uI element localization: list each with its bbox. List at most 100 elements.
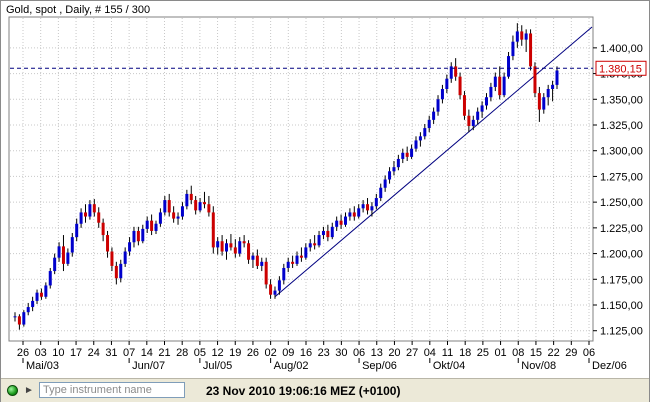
x-tick-label: 04 [424, 347, 436, 359]
candle-body [326, 230, 330, 238]
month-label: Mai/03 [26, 360, 59, 372]
x-tick-label: 14 [141, 347, 153, 359]
candle-up [361, 200, 365, 213]
candle-body [427, 119, 431, 129]
candle-body [44, 285, 48, 297]
trend-layer [274, 26, 593, 298]
candle-body [493, 76, 497, 87]
x-tick-label: 29 [565, 347, 577, 359]
month-label: Jul/05 [203, 360, 232, 372]
candle-body [388, 171, 392, 180]
y-tick-label: 1.150,00 [600, 300, 643, 312]
month-label: Aug/02 [274, 360, 309, 372]
candle-up [119, 259, 123, 283]
candle-body [22, 312, 26, 325]
month-label: Dez/06 [592, 360, 627, 372]
candle-body [348, 212, 352, 217]
x-tick-label: 05 [194, 347, 206, 359]
x-tick-label: 07 [123, 347, 135, 359]
candle-down [106, 230, 110, 258]
candle-body [502, 76, 506, 96]
candle-body [414, 140, 418, 149]
candle-up [132, 226, 136, 248]
candle-body [484, 97, 488, 106]
candle-body [70, 237, 74, 253]
candle-up [88, 200, 92, 220]
candle-up [357, 204, 361, 219]
candle-up [445, 74, 449, 94]
candle-up [273, 286, 277, 299]
month-label: Jun/07 [132, 360, 165, 372]
candle-body [282, 267, 286, 281]
candle-down [150, 214, 154, 236]
candle-up [414, 136, 418, 152]
candle-body [392, 167, 396, 172]
candle-down [264, 257, 268, 289]
x-tick-label: 15 [530, 347, 542, 359]
candle-up [476, 107, 480, 124]
candle-down [167, 193, 171, 217]
current-price-label: 1.380,15 [599, 63, 642, 75]
candle-body [467, 115, 471, 127]
candle-body [26, 307, 30, 313]
candle-body [383, 179, 387, 188]
candle-up [440, 84, 444, 104]
candle-up [128, 237, 132, 256]
x-tick-label: 25 [477, 347, 489, 359]
month-label: Okt/04 [433, 360, 465, 372]
candle-body [489, 86, 493, 98]
y-tick-label: 1.400,00 [600, 43, 643, 55]
candle-body [31, 300, 35, 308]
candle-up [524, 29, 528, 52]
candle-body [551, 84, 555, 89]
x-tick-label: 06 [583, 347, 595, 359]
candle-body [352, 212, 356, 217]
candle-up [335, 216, 339, 231]
status-datetime: 23 Nov 2010 19:06:16 MEZ (+0100) [206, 384, 401, 398]
candle-down [207, 195, 211, 217]
candle-body [520, 31, 524, 40]
candle-body [357, 208, 361, 217]
candle-down [529, 29, 533, 71]
y-tick-label: 1.200,00 [600, 249, 643, 261]
candle-body [396, 158, 400, 168]
candle-body [158, 212, 162, 224]
candle-body [136, 230, 140, 242]
candle-body [366, 204, 370, 211]
candle-body [163, 200, 167, 213]
connection-status-icon[interactable] [7, 385, 18, 396]
candle-down [114, 261, 118, 285]
candlestick-chart[interactable]: 1.125,00 1.150,00 1.175,00 1.200,00 1.225,00… [1, 1, 649, 377]
candle-body [92, 204, 96, 213]
candle-up [295, 251, 299, 266]
x-tick-label: 23 [318, 347, 330, 359]
candle-body [379, 187, 383, 199]
candle-down [313, 235, 317, 250]
candle-body [304, 247, 308, 258]
candle-up [251, 252, 255, 268]
candle-up [436, 95, 440, 116]
candle-body [445, 78, 449, 89]
candle-body [216, 241, 220, 248]
candle-up [123, 247, 127, 267]
x-tick-label: 20 [388, 347, 400, 359]
candle-up [238, 237, 242, 257]
candle-up [542, 93, 546, 114]
candle-body [17, 316, 21, 325]
candle-up [427, 115, 431, 133]
x-tick-label: 09 [282, 347, 294, 359]
candle-up [401, 148, 405, 164]
candle-body [515, 31, 519, 42]
candle-down [92, 199, 96, 217]
candle-body [533, 66, 537, 94]
candle-up [321, 226, 325, 240]
instrument-search-input[interactable] [39, 382, 185, 398]
candle-down [194, 195, 198, 215]
x-tick-label: 17 [70, 347, 82, 359]
candle-body [185, 193, 189, 207]
candle-body [202, 202, 206, 205]
chevron-right-icon[interactable]: ► [24, 385, 34, 396]
candle-body [189, 193, 193, 201]
candle-up [79, 208, 83, 228]
candle-up [22, 310, 26, 327]
